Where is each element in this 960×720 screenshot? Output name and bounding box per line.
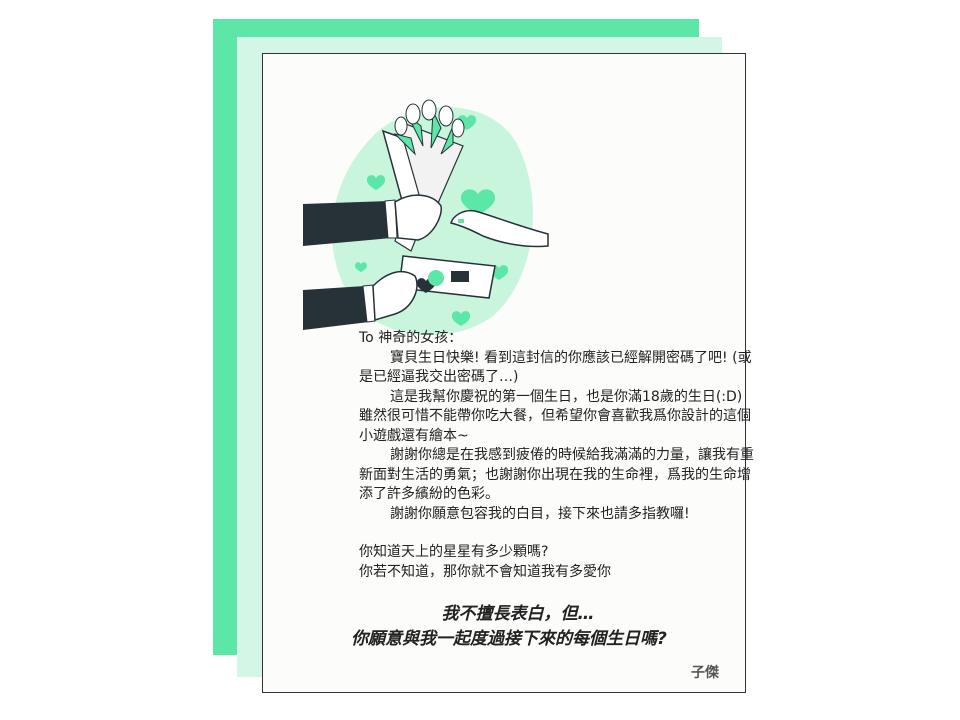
- letter-paper: To 神奇的女孩： 寶貝生日快樂! 看到這封信的你應該已經解開密碼了吧! (或是…: [262, 53, 754, 693]
- bouquet-gift-illustration: [303, 99, 549, 336]
- letter-paragraph-1: 寶貝生日快樂! 看到這封信的你應該已經解開密碼了吧! (或是已經逼我交出密碼了……: [359, 349, 752, 386]
- proposal-line-1: 我不擅長表白，但…: [441, 604, 595, 624]
- letter-greeting: To 神奇的女孩：: [359, 330, 463, 346]
- letter-paragraph-3: 謝謝你總是在我感到疲倦的時候給我滿滿的力量，讓我有重新面對生活的勇氣；也謝謝你出…: [359, 447, 754, 502]
- letter-body: To 神奇的女孩： 寶貝生日快樂! 看到這封信的你應該已經解開密碼了吧! (或是…: [359, 329, 759, 582]
- star-answer: 你若不知道，那你就不會知道我有多愛你: [359, 563, 611, 580]
- letter-paragraph-2: 這是我幫你慶祝的第一個生日，也是你滿18歲的生日(:D) 雖然很可惜不能帶你吃大…: [359, 388, 751, 444]
- star-question: 你知道天上的星星有多少顆嗎?: [359, 544, 549, 560]
- signature: 子傑: [691, 665, 719, 681]
- spacer: [359, 524, 759, 543]
- letter-paragraph-4: 謝謝你願意包容我的白目，接下來也請多指教囉!: [390, 505, 690, 522]
- proposal-line-2: 你願意與我一起度過接下來的每個生日嗎?: [351, 629, 667, 649]
